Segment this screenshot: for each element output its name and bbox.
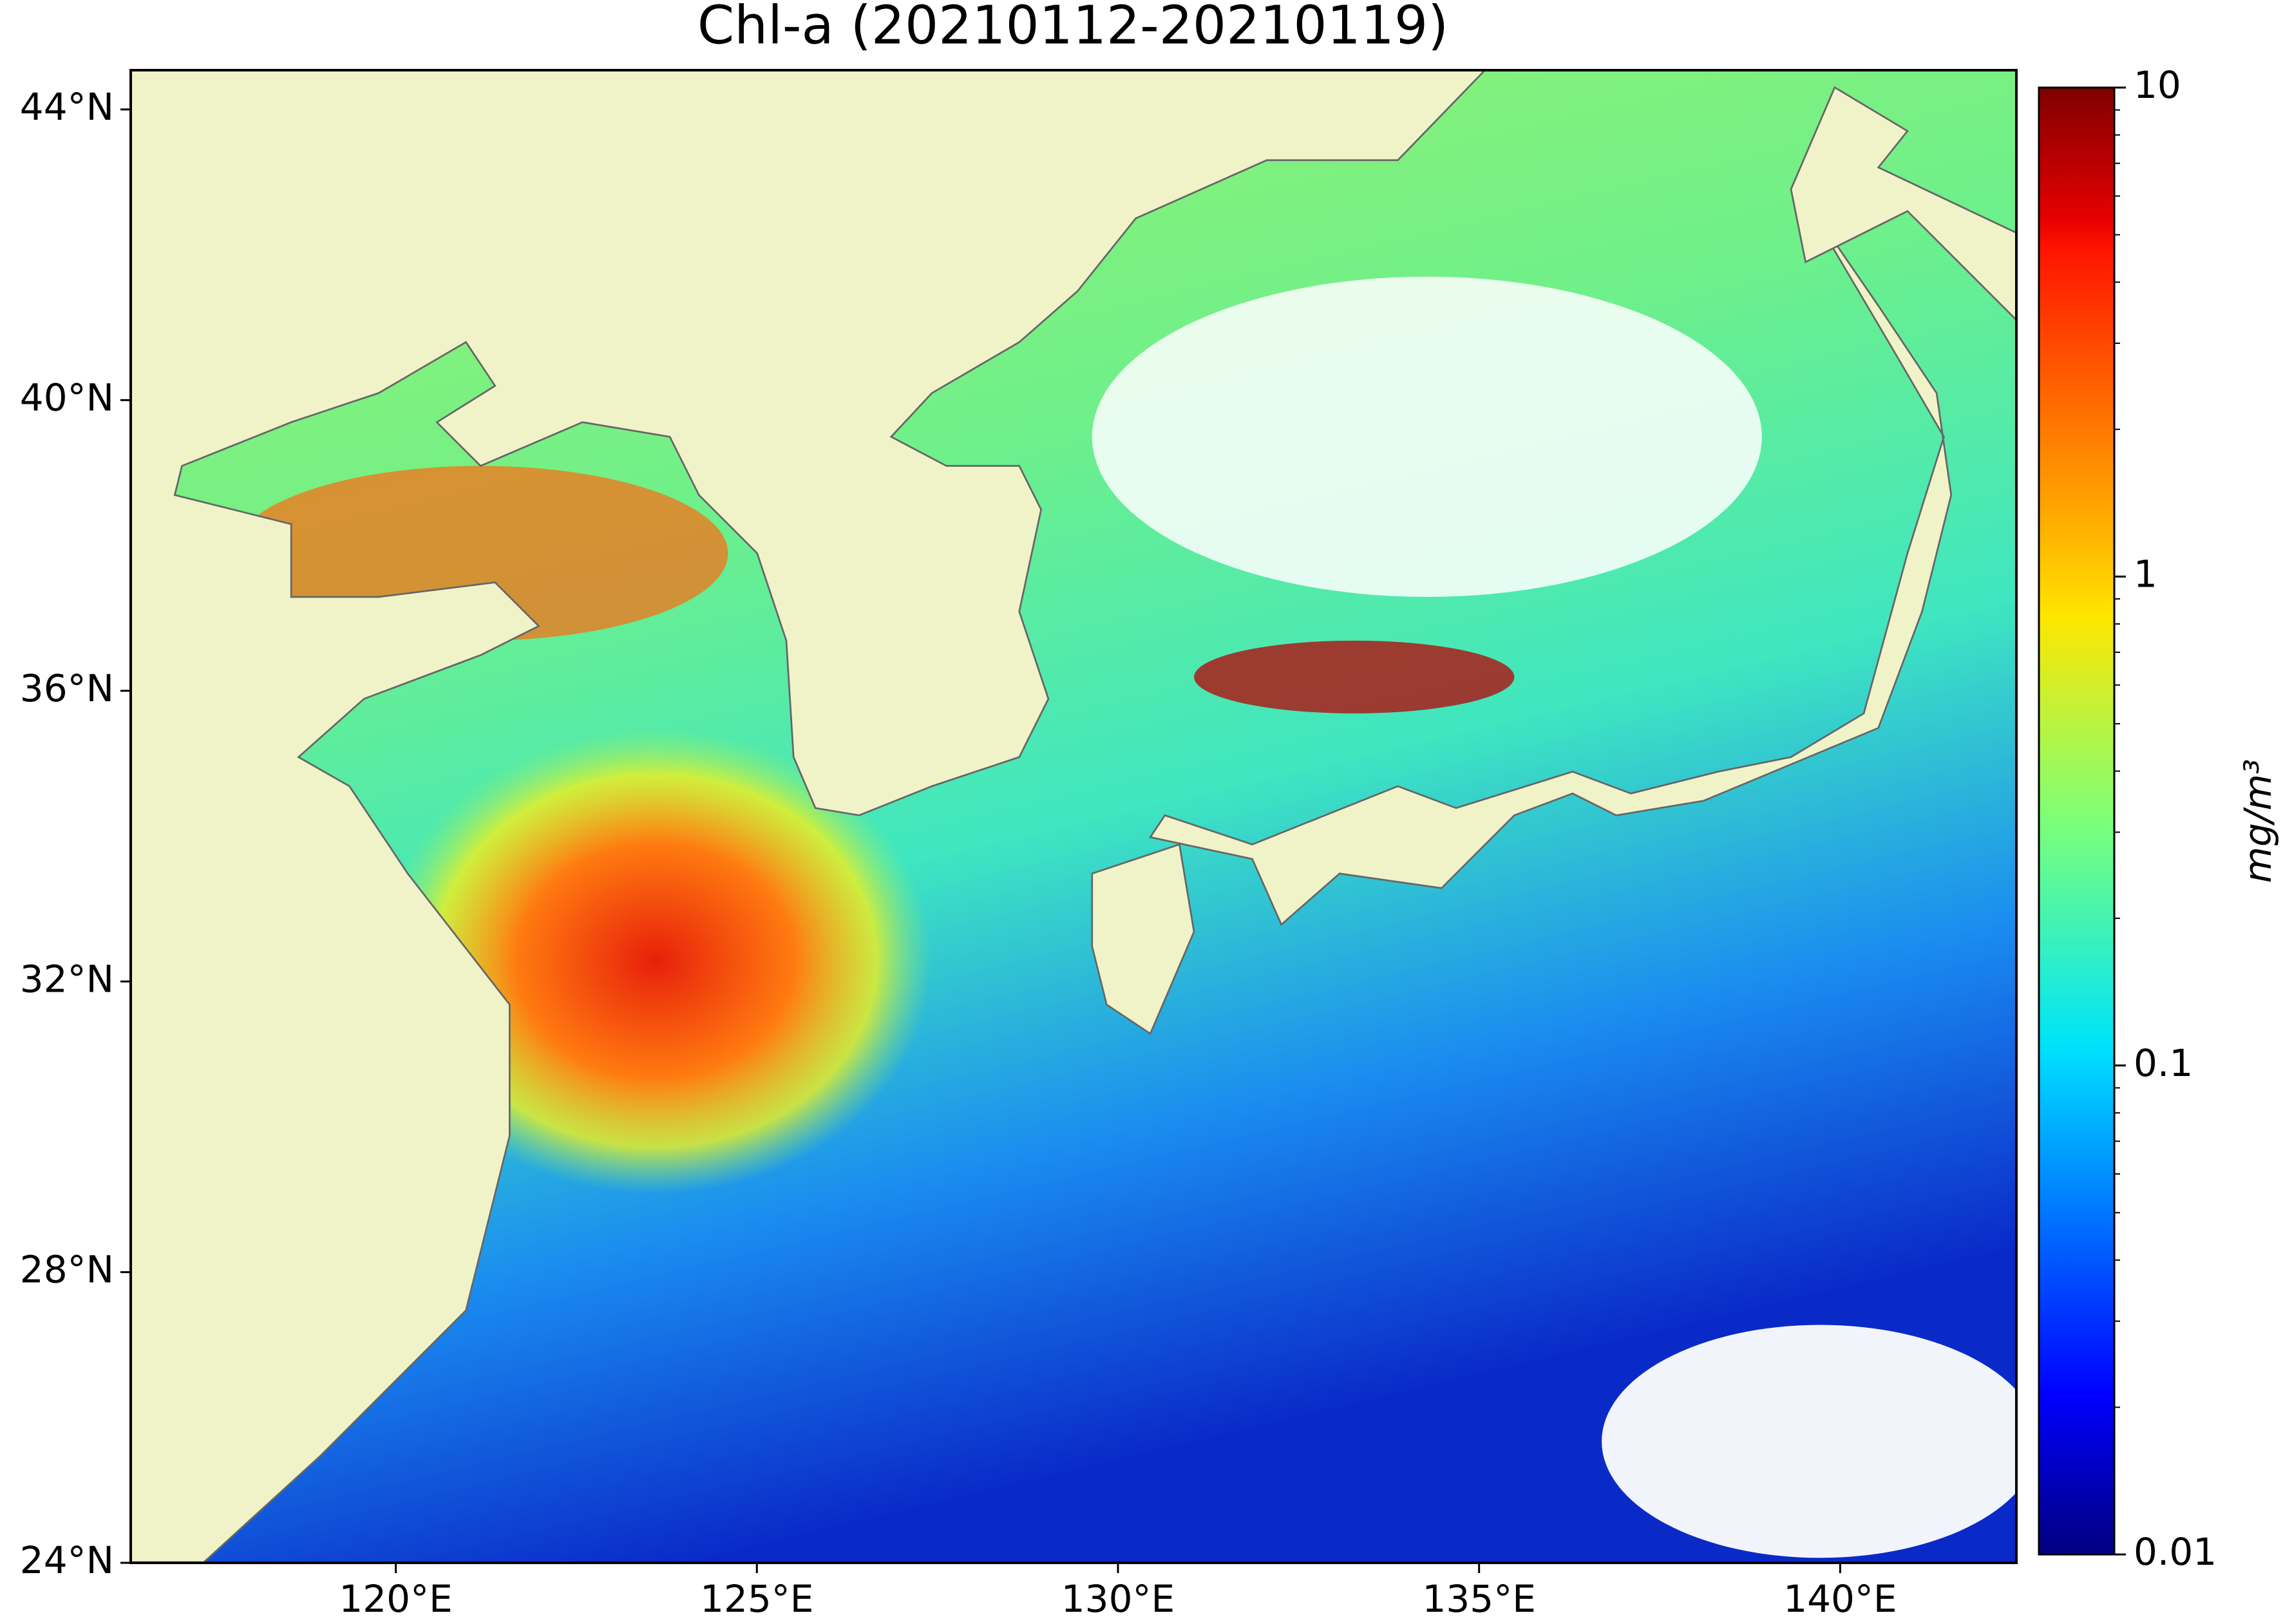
land <box>1148 189 1953 926</box>
land <box>1091 843 1195 1035</box>
colorbar-tick-label: 10 <box>2134 63 2181 107</box>
y-tick-label: 24°N <box>20 1538 114 1582</box>
axes-frame <box>129 69 2018 1564</box>
x-tick-label: 135°E <box>1422 1577 1535 1621</box>
x-tick-label: 120°E <box>339 1577 452 1621</box>
plume <box>378 728 933 1194</box>
colorbar-label: mg/m³ <box>2236 759 2280 883</box>
y-tick-label: 40°N <box>20 375 114 419</box>
bloom <box>1194 640 1515 713</box>
cloud <box>1092 276 1762 598</box>
colorbar-tick-label: 1 <box>2134 552 2157 596</box>
colorbar <box>2038 86 2116 1556</box>
map-area <box>131 70 2016 1563</box>
land <box>131 70 1486 1563</box>
x-tick-label: 125°E <box>700 1577 813 1621</box>
land <box>1790 86 2016 321</box>
colorbar-tick-label: 0.1 <box>2134 1041 2193 1085</box>
y-tick-label: 28°N <box>20 1248 114 1292</box>
y-tick-label: 36°N <box>20 666 114 710</box>
colorbar-tick-label: 0.01 <box>2134 1530 2217 1574</box>
x-tick-label: 140°E <box>1783 1577 1897 1621</box>
y-tick-label: 44°N <box>20 85 114 129</box>
cloud <box>1602 1325 2016 1558</box>
x-tick-label: 130°E <box>1061 1577 1175 1621</box>
map-title: Chl-a (20210112-20210119) <box>697 0 1448 56</box>
y-tick-label: 32°N <box>20 957 114 1001</box>
